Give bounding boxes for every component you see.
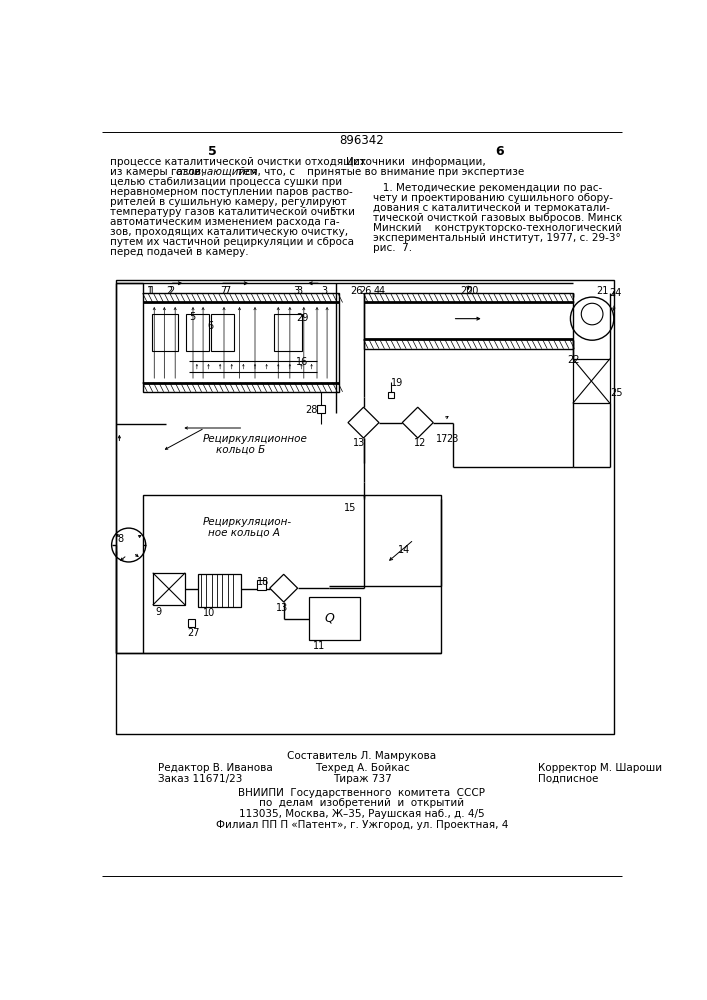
Text: Составитель Л. Мамрукова: Составитель Л. Мамрукова xyxy=(287,751,436,761)
Text: 13: 13 xyxy=(354,438,366,448)
Text: 24: 24 xyxy=(609,288,621,298)
Text: 17: 17 xyxy=(436,434,448,444)
Text: 1. Методические рекомендации по рас-: 1. Методические рекомендации по рас- xyxy=(373,183,602,193)
Text: 12: 12 xyxy=(414,438,426,448)
Text: 13: 13 xyxy=(276,603,288,613)
Text: Техред А. Бойкас: Техред А. Бойкас xyxy=(315,763,409,773)
Text: Заказ 11671/23: Заказ 11671/23 xyxy=(158,774,243,784)
Text: экспериментальный институт, 1977, с. 29-3°: экспериментальный институт, 1977, с. 29-… xyxy=(373,233,621,243)
Text: 27: 27 xyxy=(187,628,200,638)
Text: рис.  7.: рис. 7. xyxy=(373,243,412,253)
Text: кольцо Б: кольцо Б xyxy=(216,445,266,455)
Text: 5: 5 xyxy=(208,145,217,158)
Text: 7: 7 xyxy=(220,286,226,296)
Text: 22: 22 xyxy=(567,355,580,365)
Text: тем, что, с: тем, что, с xyxy=(234,167,295,177)
Text: целью стабилизации процесса сушки при: целью стабилизации процесса сушки при xyxy=(110,177,342,187)
Text: Источники  информации,: Источники информации, xyxy=(346,157,485,167)
Text: неравномерном поступлении паров раство-: неравномерном поступлении паров раство- xyxy=(110,187,353,197)
Text: 5: 5 xyxy=(329,207,336,217)
Text: ное кольцо А: ное кольцо А xyxy=(209,527,281,537)
Text: рителей в сушильную камеру, регулируют: рителей в сушильную камеру, регулируют xyxy=(110,197,346,207)
Bar xyxy=(143,495,441,653)
Text: дования с каталитической и термокатали-: дования с каталитической и термокатали- xyxy=(373,203,609,213)
Bar xyxy=(186,314,209,351)
Text: 896342: 896342 xyxy=(339,134,385,147)
Text: 1: 1 xyxy=(147,286,153,296)
Text: Рециркуляционное: Рециркуляционное xyxy=(203,434,308,444)
Text: 25: 25 xyxy=(611,388,624,398)
Text: 4: 4 xyxy=(379,286,385,296)
Text: 28: 28 xyxy=(305,405,317,415)
Text: зов, проходящих каталитическую очистку,: зов, проходящих каталитическую очистку, xyxy=(110,227,349,237)
Bar xyxy=(274,314,301,351)
Text: 4: 4 xyxy=(373,286,380,296)
Bar xyxy=(211,314,234,351)
Text: отличающийся: отличающийся xyxy=(175,167,257,177)
Text: ВНИИПИ  Государственного  комитета  СССР: ВНИИПИ Государственного комитета СССР xyxy=(238,788,486,798)
Bar xyxy=(153,573,185,605)
Bar xyxy=(309,597,360,640)
Text: 29: 29 xyxy=(296,313,308,323)
Bar xyxy=(152,314,177,351)
Text: 113035, Москва, Ж–35, Раушская наб., д. 4/5: 113035, Москва, Ж–35, Раушская наб., д. … xyxy=(239,809,485,819)
Text: 20: 20 xyxy=(460,286,473,296)
Text: Филиал ПП П «Патент», г. Ужгород, ул. Проектная, 4: Филиал ПП П «Патент», г. Ужгород, ул. Пр… xyxy=(216,820,508,830)
Text: принятые во внимание при экспертизе: принятые во внимание при экспертизе xyxy=(307,167,524,177)
Text: 6: 6 xyxy=(207,321,213,331)
Text: Минский    конструкторско-технологический: Минский конструкторско-технологический xyxy=(373,223,621,233)
Text: 3: 3 xyxy=(321,286,327,296)
Bar xyxy=(199,574,241,607)
Bar xyxy=(317,405,325,413)
Text: 6: 6 xyxy=(495,145,503,158)
Text: 3: 3 xyxy=(296,286,302,296)
Text: Тираж 737: Тираж 737 xyxy=(332,774,392,784)
Text: 10: 10 xyxy=(203,608,216,618)
Text: перед подачей в камеру.: перед подачей в камеру. xyxy=(110,247,249,257)
Text: Рециркуляцион-: Рециркуляцион- xyxy=(203,517,292,527)
Bar xyxy=(573,359,610,403)
Text: Q: Q xyxy=(325,611,334,624)
Text: 18: 18 xyxy=(257,577,269,587)
Text: Подписное: Подписное xyxy=(538,774,598,784)
Text: 7: 7 xyxy=(224,286,230,296)
Text: 19: 19 xyxy=(391,378,403,388)
Text: по  делам  изобретений  и  открытий: по делам изобретений и открытий xyxy=(259,798,464,808)
Text: 8: 8 xyxy=(118,534,124,544)
Bar xyxy=(257,580,266,590)
Text: 23: 23 xyxy=(446,434,459,444)
Text: Редактор В. Иванова: Редактор В. Иванова xyxy=(158,763,273,773)
Text: Корректор М. Шароши: Корректор М. Шароши xyxy=(538,763,662,773)
Text: тической очисткой газовых выбросов. Минск: тической очисткой газовых выбросов. Минс… xyxy=(373,213,622,223)
Text: 20: 20 xyxy=(467,286,479,296)
Text: 11: 11 xyxy=(313,641,325,651)
Bar xyxy=(387,392,394,398)
Text: 26: 26 xyxy=(351,286,363,296)
Text: из камеры газов,: из камеры газов, xyxy=(110,167,208,177)
Text: процессе каталитической очистки отходящих: процессе каталитической очистки отходящи… xyxy=(110,157,366,167)
Text: 2: 2 xyxy=(166,286,172,296)
Bar xyxy=(143,293,339,392)
Text: 26: 26 xyxy=(360,286,372,296)
Text: 21: 21 xyxy=(596,286,609,296)
Text: 14: 14 xyxy=(398,545,411,555)
Text: 15: 15 xyxy=(344,503,356,513)
Text: 3: 3 xyxy=(293,286,300,296)
Text: чету и проектированию сушильного обору-: чету и проектированию сушильного обору- xyxy=(373,193,613,203)
Text: 1: 1 xyxy=(149,286,155,296)
Text: путем их частичной рециркуляции и сброса: путем их частичной рециркуляции и сброса xyxy=(110,237,354,247)
Text: автоматическим изменением расхода га-: автоматическим изменением расхода га- xyxy=(110,217,339,227)
Bar xyxy=(115,280,614,734)
Text: 2: 2 xyxy=(168,286,175,296)
Text: 16: 16 xyxy=(296,357,308,367)
Bar xyxy=(363,293,573,349)
Text: 5: 5 xyxy=(189,312,195,322)
Text: температуру газов каталитической очистки: температуру газов каталитической очистки xyxy=(110,207,355,217)
Bar xyxy=(187,619,195,627)
Text: 9: 9 xyxy=(156,607,162,617)
